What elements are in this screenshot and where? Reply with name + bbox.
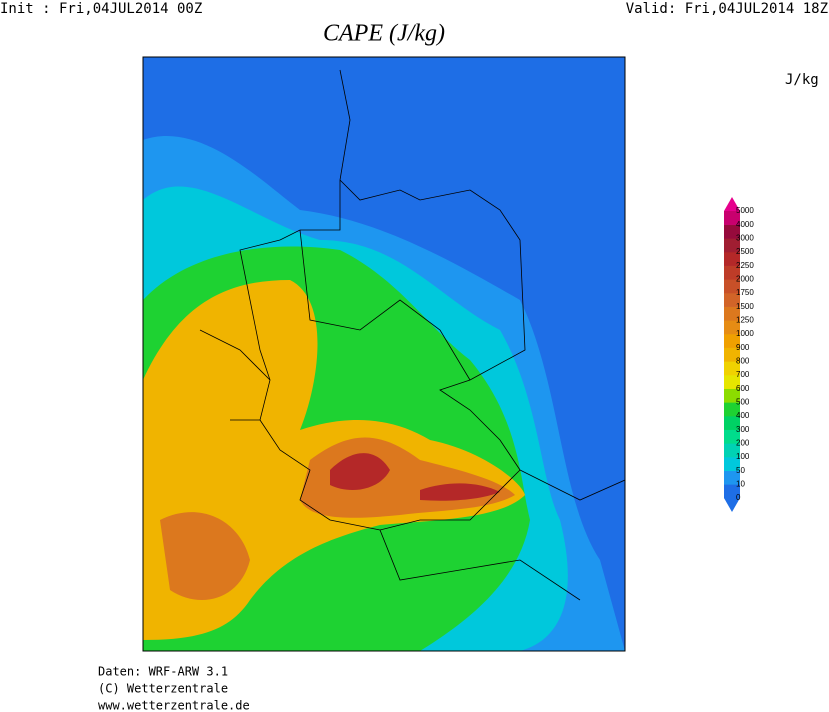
footer-line: (C) Wetterzentrale	[98, 682, 228, 696]
colorbar-label: 2000	[736, 274, 754, 283]
map	[142, 56, 626, 652]
color-swatch	[724, 443, 740, 458]
color-swatch	[724, 361, 740, 376]
color-swatch	[724, 470, 740, 485]
color-swatch	[724, 211, 740, 225]
colorbar-label: 700	[736, 370, 750, 379]
color-swatch	[724, 252, 740, 266]
colorbar-label: 400	[736, 411, 750, 420]
colorbar-label: 50	[736, 466, 745, 475]
color-swatch	[724, 416, 740, 430]
colorbar-tip	[724, 498, 740, 512]
colorbar-label: 10	[736, 479, 745, 488]
color-swatch	[724, 484, 740, 499]
border-line	[199, 229, 625, 601]
color-swatch	[724, 457, 740, 471]
color-swatch	[724, 429, 740, 444]
color-swatch	[724, 293, 740, 307]
colorbar-tip	[724, 197, 740, 211]
field-region	[160, 437, 515, 600]
color-swatch	[724, 388, 740, 403]
colorbar-label: 300	[736, 425, 750, 434]
init-time: Init : Fri,04JUL2014 00Z	[0, 1, 202, 17]
colorbar-label: 1000	[736, 329, 754, 338]
colorbar-label: 1250	[736, 315, 754, 324]
color-swatch	[724, 279, 740, 294]
color-swatch	[724, 265, 740, 280]
map-title: CAPE (J/kg)	[323, 21, 445, 47]
colorbar-label: 900	[736, 343, 750, 352]
map-frame	[142, 56, 626, 652]
colorbar-label: 600	[736, 384, 750, 393]
valid-time: Valid: Fri,04JUL2014 18Z	[626, 1, 828, 17]
footer-line: Daten: WRF-ARW 3.1	[98, 665, 228, 679]
color-swatch	[724, 347, 740, 362]
colorbar: 0 10 50 100 200 300 400 500 600 700 800 900 1000 1250…	[724, 197, 754, 512]
color-swatch	[724, 238, 740, 253]
color-swatch	[724, 402, 740, 417]
footer-line: www.wetterzentrale.de	[98, 699, 250, 712]
field-region	[330, 453, 500, 501]
colorbar-label: 200	[736, 438, 750, 447]
color-swatch	[724, 320, 740, 335]
colorbar-label: 1750	[736, 288, 754, 297]
colorbar-label: 3000	[736, 233, 754, 242]
color-swatch	[724, 375, 740, 389]
colorbar-label: 2250	[736, 261, 754, 270]
color-swatch	[724, 306, 740, 321]
colorbar-label: 100	[736, 452, 750, 461]
colorbar-label: 0	[736, 493, 741, 502]
colorbar-label: 4000	[736, 220, 754, 229]
colorbar-label: 800	[736, 356, 750, 365]
colorbar-label: 500	[736, 397, 750, 406]
color-swatch	[724, 334, 740, 348]
border-line	[239, 69, 526, 531]
unit-label: J/kg	[785, 72, 819, 88]
colorbar-label: 5000	[736, 206, 754, 215]
color-swatch	[724, 224, 740, 239]
colorbar-label: 1500	[736, 302, 754, 311]
colorbar-label: 2500	[736, 247, 754, 256]
